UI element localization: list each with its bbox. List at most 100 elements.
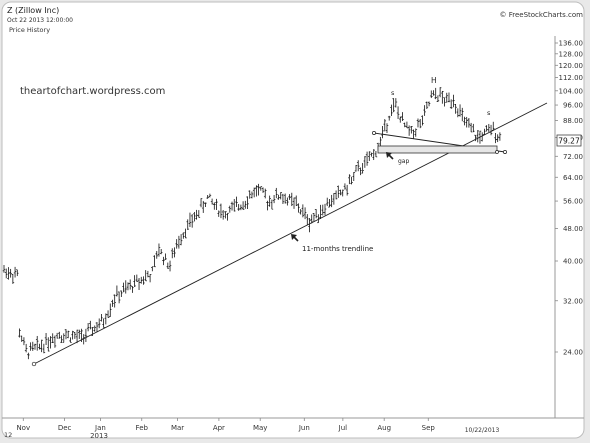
price-bar [385, 123, 389, 133]
price-bar [35, 335, 39, 351]
price-bar [77, 329, 81, 339]
price-bar [89, 320, 92, 330]
price-bar [487, 123, 491, 132]
price-bar [423, 105, 426, 116]
price-bar [272, 194, 276, 204]
y-tick-label: 48.00 [563, 225, 583, 233]
price-bar [62, 333, 66, 343]
price-bar [460, 107, 464, 122]
price-bar [367, 151, 371, 161]
price-bar [213, 202, 216, 210]
price-bar [248, 190, 252, 199]
price-bar [64, 329, 68, 340]
price-bar [24, 343, 28, 353]
y-tick-label: 96.00 [563, 102, 583, 110]
price-bar [465, 116, 468, 128]
price-bar [159, 249, 163, 255]
price-bars [2, 87, 502, 360]
price-bar [133, 275, 136, 287]
price-bar [228, 205, 232, 213]
price-bar [348, 174, 351, 185]
arrow-shaft [292, 235, 299, 242]
price-bar [270, 199, 274, 210]
current-price-label: 79.27 [558, 137, 580, 146]
y-tick-label: 32.00 [563, 297, 583, 305]
x-tick-label: Jun [298, 424, 310, 432]
price-bar [38, 343, 41, 350]
price-bar [170, 248, 174, 259]
price-bar [365, 151, 369, 166]
head-label: H [431, 76, 437, 85]
price-bar [42, 343, 46, 354]
neckline-start-point [372, 131, 376, 135]
trendline-arrow [291, 234, 299, 242]
price-bar [275, 187, 278, 199]
price-bar [84, 328, 88, 342]
price-bar [100, 313, 103, 322]
chart-annotations: gap 11-months trendline s Hs [31, 76, 548, 367]
panel-label: Price History [9, 26, 50, 34]
price-bar [438, 87, 442, 98]
trendline-anchor-point [31, 361, 37, 367]
symbol-title: Z (Zillow Inc) [7, 6, 59, 15]
price-bar [301, 204, 305, 218]
price-bar [53, 335, 57, 348]
price-bar [303, 207, 307, 220]
gap-end-point [495, 150, 499, 154]
price-bar [401, 112, 404, 121]
price-bar [7, 267, 10, 280]
watermark-text: theartofchart.wordpress.com [20, 86, 165, 97]
neckline-end-point [503, 150, 507, 154]
price-bar [434, 87, 437, 100]
price-bar [128, 279, 132, 290]
price-bar [15, 269, 19, 277]
x-tick-label: Apr [213, 424, 225, 432]
price-bar [325, 197, 329, 207]
price-bar [126, 282, 130, 291]
price-bar [33, 343, 37, 350]
price-bar [392, 98, 395, 113]
price-bar [441, 90, 444, 104]
price-bar [328, 199, 331, 208]
price-bar [148, 274, 152, 283]
price-bar [18, 328, 21, 338]
x-tick-label: Mar [171, 424, 184, 432]
price-bar [153, 255, 156, 268]
y-tick-label: 88.00 [563, 117, 583, 125]
price-bar [75, 329, 79, 344]
price-bar [29, 342, 32, 351]
price-bar [323, 203, 327, 216]
price-bar [443, 97, 446, 107]
price-bar [108, 303, 112, 317]
y-tick-label: 24.00 [563, 349, 583, 357]
price-bar [412, 129, 415, 139]
price-bar [425, 101, 429, 110]
price-bar [250, 191, 254, 199]
price-bar [246, 196, 249, 210]
price-bar [476, 130, 480, 143]
price-bar [164, 253, 167, 260]
price-bar [374, 151, 378, 158]
price-bar [237, 204, 240, 211]
price-bar [257, 183, 260, 196]
price-bar [279, 192, 283, 200]
price-bar [361, 162, 364, 174]
price-bar [381, 126, 384, 139]
price-bar [179, 234, 183, 246]
price-bar [69, 337, 72, 343]
price-bar [11, 273, 15, 284]
y-tick-label: 56.00 [563, 198, 583, 206]
price-bar [217, 210, 221, 217]
price-bar [387, 115, 391, 121]
price-bar [221, 210, 225, 220]
right-shoulder-label: s [487, 109, 491, 117]
price-bar [474, 134, 477, 142]
price-bar [168, 260, 172, 272]
price-bar [416, 118, 420, 128]
price-bar [155, 251, 159, 259]
price-bar [336, 185, 340, 198]
price-bar [235, 196, 238, 207]
corner-label: 12 [4, 431, 12, 439]
price-bar [341, 189, 345, 197]
